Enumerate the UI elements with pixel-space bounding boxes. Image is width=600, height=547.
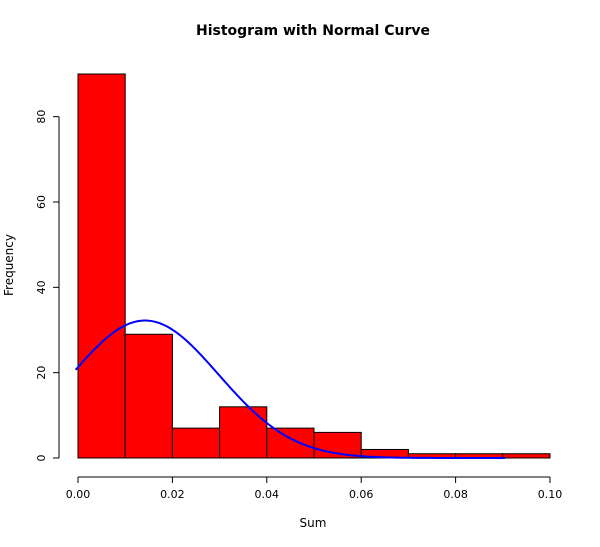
normal-curve	[74, 319, 506, 459]
histogram-bar-4	[219, 406, 268, 459]
x-tick-label: 0.08	[443, 488, 468, 501]
x-tick-label: 0.00	[66, 488, 91, 501]
y-tick-label: 0	[35, 455, 48, 462]
bars-group	[77, 73, 551, 459]
histogram-bar-10	[502, 453, 551, 459]
x-tick-label: 0.04	[255, 488, 280, 501]
y-tick-label: 80	[35, 110, 48, 124]
chart-title: Histogram with Normal Curve	[196, 23, 430, 39]
x-axis-label: Sum	[300, 516, 327, 530]
y-tick-label: 40	[35, 280, 48, 294]
x-axis: 0.00 0.02 0.04 0.06 0.08 0.10	[66, 476, 563, 501]
x-tick-label: 0.02	[160, 488, 185, 501]
histogram-bar-2	[124, 333, 173, 459]
y-axis: 0 20 40 60 80	[35, 110, 60, 462]
y-axis-label: Frequency	[2, 234, 16, 296]
y-tick-label: 20	[35, 366, 48, 380]
histogram-bar-1	[77, 73, 126, 459]
y-tick-label: 60	[35, 195, 48, 209]
histogram-bar-5	[266, 427, 315, 459]
x-tick-label: 0.10	[538, 488, 563, 501]
x-tick-label: 0.06	[349, 488, 374, 501]
histogram-bar-3	[171, 427, 221, 459]
